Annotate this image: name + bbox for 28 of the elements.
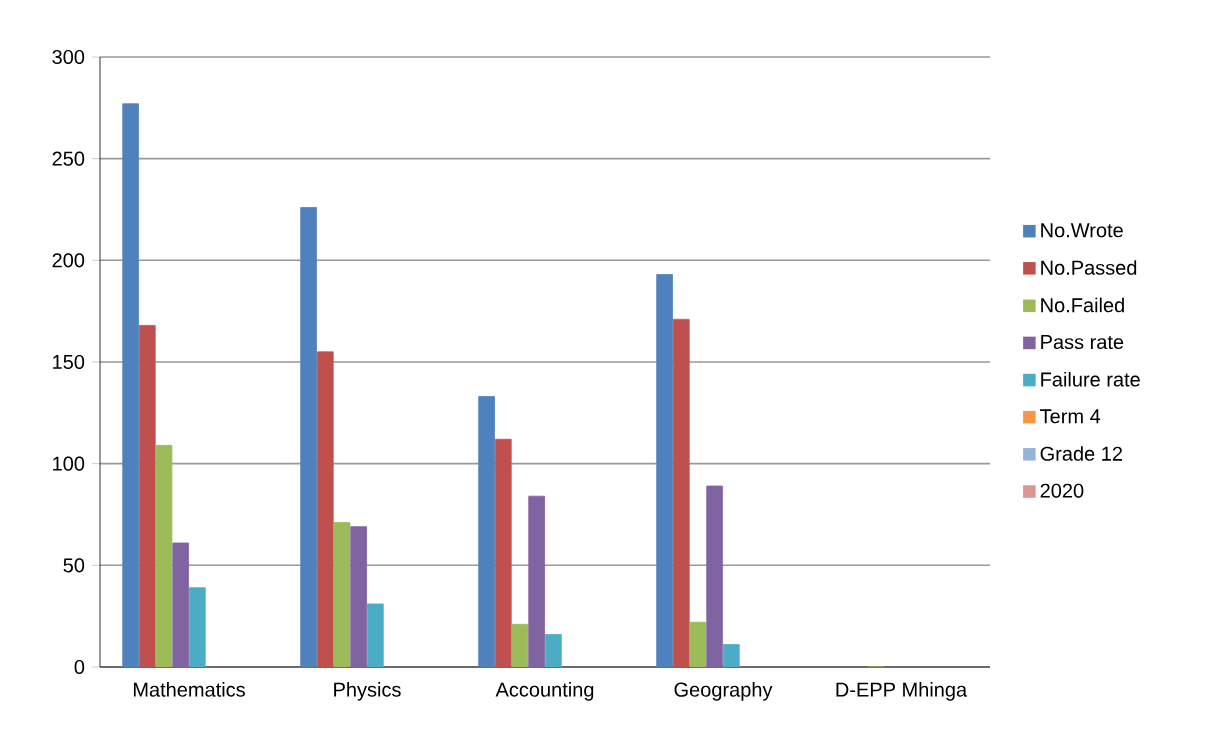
y-tick-label: 300	[52, 49, 85, 65]
y-tick-label: 200	[52, 253, 85, 268]
legend-label: No.Failed	[1041, 297, 1124, 313]
bar	[723, 644, 740, 667]
legend-label: Grade 12	[1040, 446, 1122, 461]
bar	[545, 634, 562, 667]
bar	[689, 621, 707, 667]
y-tick-label: 100	[53, 456, 85, 471]
legend-label: Pass rate	[1041, 335, 1124, 350]
legend-label: No.Wrote	[1041, 223, 1123, 238]
legend-label: 2020	[1040, 483, 1084, 498]
bar	[511, 623, 529, 667]
y-tick-label: 150	[53, 354, 85, 370]
legend-label: Failure rate	[1041, 371, 1140, 387]
x-tick-label: Accounting	[495, 682, 594, 701]
legend-label: No.Passed	[1041, 260, 1137, 275]
y-tick-label: 50	[63, 558, 85, 573]
bar	[189, 587, 206, 667]
x-tick-label: Physics	[334, 682, 401, 701]
bar	[155, 444, 173, 667]
bar	[333, 522, 351, 667]
legend-label: Term 4	[1040, 409, 1101, 424]
y-tick-label: 0	[74, 659, 85, 675]
x-tick-label: D-EPP Mhinga	[836, 682, 968, 701]
x-tick-label: Geography	[674, 682, 773, 701]
bar	[367, 603, 384, 667]
y-tick-label: 250	[52, 151, 85, 166]
x-tick-label: Mathematics	[133, 682, 245, 697]
